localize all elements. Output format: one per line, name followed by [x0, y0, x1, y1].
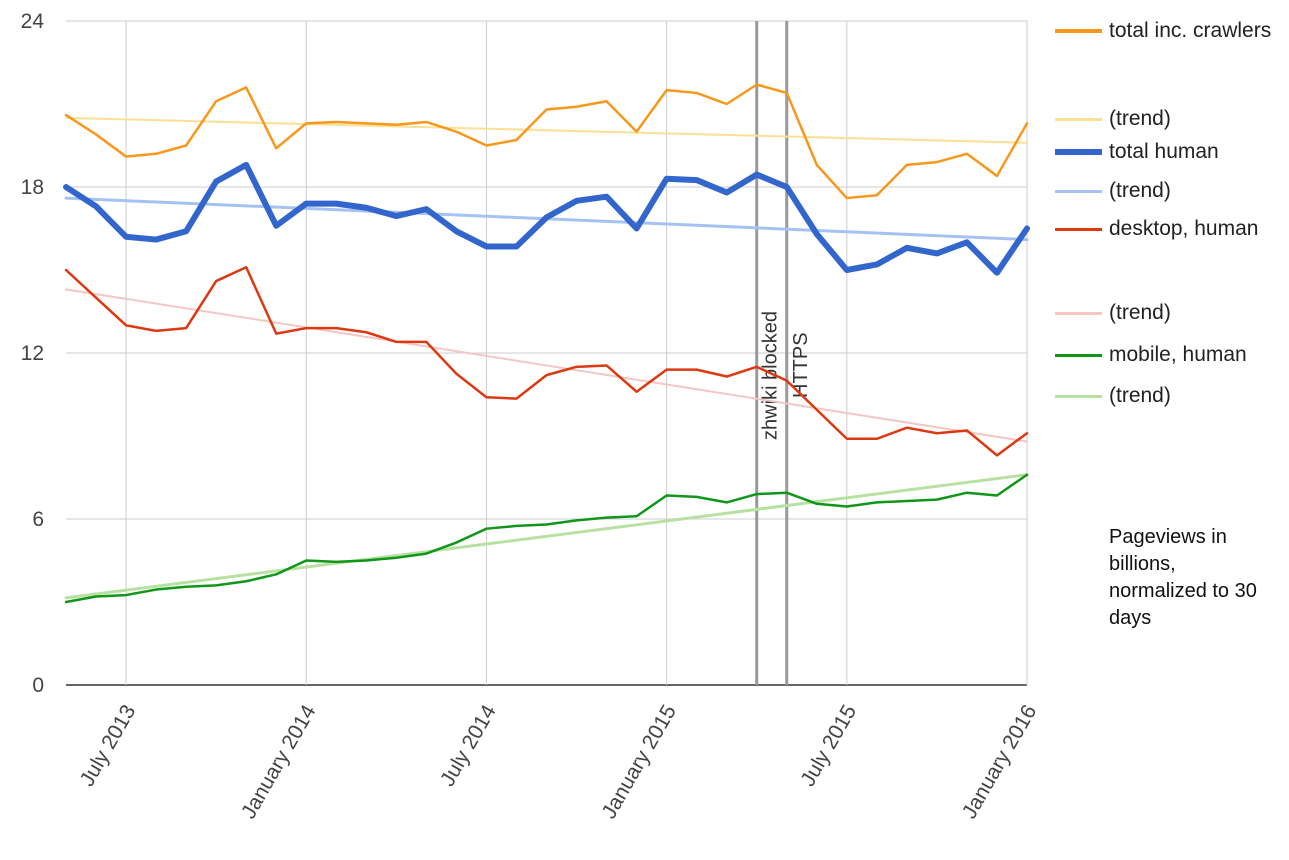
annotation-lines: zhwiki blocked HTTPS — [755, 21, 812, 685]
legend-swatch — [1055, 149, 1102, 155]
chart-note: Pageviews in billions, normalized to 30 … — [1109, 526, 1257, 629]
legend-label: (trend) — [1109, 301, 1171, 324]
y-axis-labels: 0 6 12 18 24 — [21, 10, 45, 697]
annotation-label: HTTPS — [790, 332, 812, 398]
legend-swatch — [1055, 353, 1102, 357]
legend-item: total human — [1055, 137, 1289, 167]
legend-label: (trend) — [1109, 179, 1171, 202]
legend-swatch — [1055, 311, 1102, 315]
y-tick-label: 18 — [21, 176, 44, 199]
legend-item: desktop, human — [1055, 214, 1289, 244]
legend-swatch — [1055, 117, 1102, 121]
legend-label: total inc. crawlers — [1109, 19, 1272, 42]
x-tick-label: July 2014 — [436, 701, 501, 791]
legend-label: total human — [1109, 140, 1219, 163]
legend-swatch — [1055, 29, 1102, 33]
y-tick-label: 12 — [21, 342, 44, 365]
legend-label: desktop, human — [1109, 217, 1259, 240]
legend-item: (trend) — [1055, 298, 1289, 328]
series-line — [64, 473, 1029, 604]
annotation-label: zhwiki blocked — [760, 311, 782, 440]
legend-item: (trend) — [1055, 381, 1289, 411]
legend-swatch — [1055, 394, 1102, 398]
legend-item: total inc. crawlers — [1055, 16, 1289, 46]
legend-label: mobile, human — [1109, 343, 1247, 366]
x-tick-label: July 2015 — [796, 701, 861, 790]
grid-lines — [66, 20, 1028, 686]
legend-swatch — [1055, 189, 1102, 193]
x-axis-labels: July 2013 January 2014 July 2014 January 20… — [76, 701, 1042, 823]
legend-swatch — [1055, 227, 1102, 231]
legend-item: (trend) — [1055, 176, 1289, 206]
trend-line — [65, 116, 1028, 144]
legend-item: (trend) — [1055, 104, 1289, 134]
x-tick-label: January 2015 — [597, 701, 681, 823]
y-tick-label: 0 — [32, 674, 44, 697]
x-tick-label: January 2016 — [958, 701, 1042, 823]
trend-line — [65, 288, 1028, 443]
series-line — [63, 161, 1030, 276]
series-line — [64, 265, 1029, 457]
legend-label: (trend) — [1109, 107, 1171, 130]
legend-item: mobile, human — [1055, 340, 1289, 370]
legend-label: (trend) — [1109, 384, 1171, 407]
x-tick-label: July 2013 — [76, 701, 141, 790]
series-line — [64, 83, 1029, 200]
series-lines — [63, 83, 1030, 604]
trend-line — [64, 473, 1029, 600]
y-tick-label: 24 — [21, 10, 45, 33]
y-tick-label: 6 — [32, 508, 44, 531]
x-tick-label: January 2014 — [237, 701, 321, 823]
